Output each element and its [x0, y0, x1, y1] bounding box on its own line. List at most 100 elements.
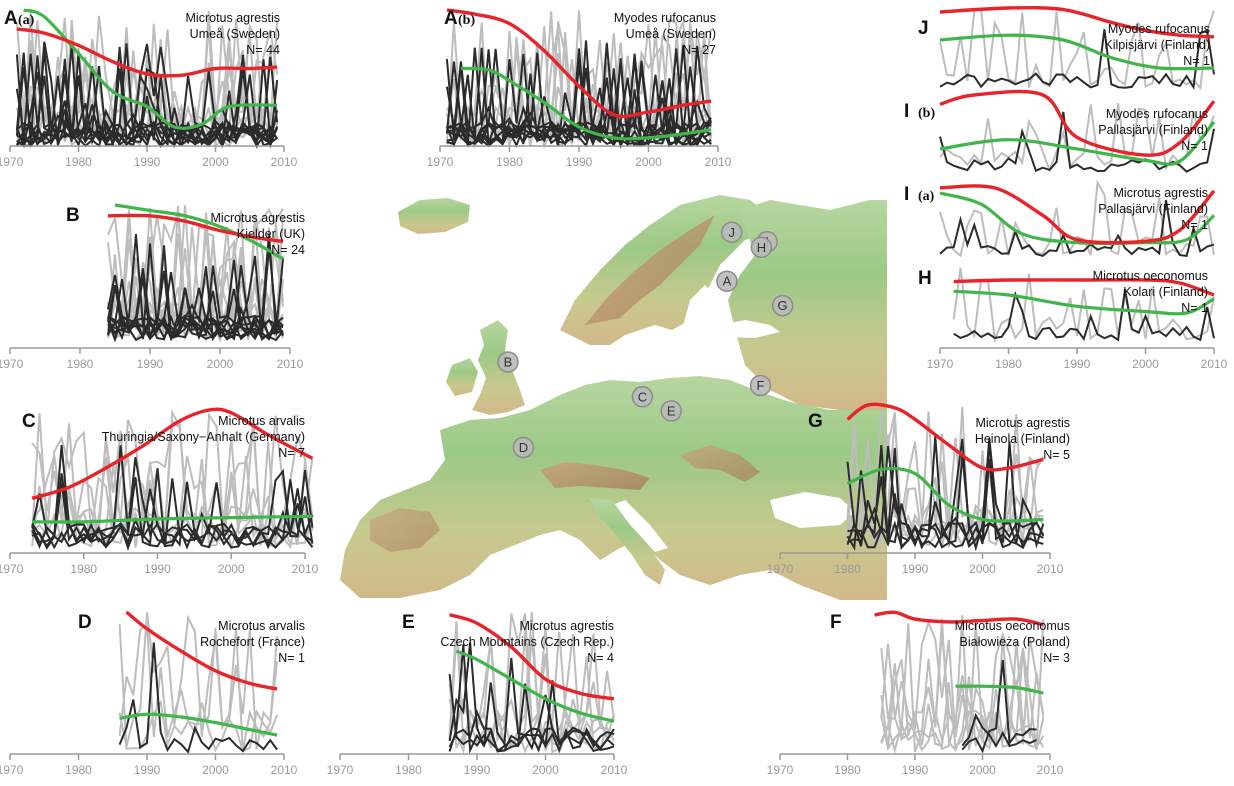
map-site-f: F: [749, 374, 772, 397]
site-label: Umeå (Sweden): [190, 27, 280, 41]
species-label: Myodes rufocanus: [614, 11, 716, 25]
panel-ib: I (b) Myodes rufocanus Pallasjärvi (Finland…: [904, 89, 1216, 174]
series-dark-line: [107, 255, 284, 342]
panel-ab: 1970 1980 1990 2000 2010 A (b) Myodes rufocanus…: [427, 8, 732, 169]
series-dark-line: [15, 43, 279, 148]
series-dark-line: [107, 243, 284, 342]
map-site-label: J: [728, 225, 735, 240]
x-tick-label: 1980: [995, 357, 1022, 371]
series-dark-line: [445, 60, 712, 148]
series-dark-line: [15, 66, 278, 148]
species-label: Microtus agrestis: [976, 416, 1070, 430]
x-tick-label: 1970: [0, 763, 24, 777]
x-tick-label: 2010: [1037, 562, 1064, 576]
series-green-trend: [939, 120, 1216, 166]
x-tick-label: 1980: [496, 155, 523, 169]
panel-e: 1970 1980 1990 2000 2010 E Microtus agrestis Cz…: [327, 612, 628, 777]
series-green-trend: [455, 649, 615, 723]
site-label: Czech Mountains (Czech Rep.): [440, 635, 614, 649]
sample-size-label: N= 7: [278, 446, 305, 460]
x-tick-label: 2000: [202, 763, 229, 777]
series-grey-line: [448, 635, 615, 749]
panel-letter: F: [830, 612, 842, 633]
panel-c: 1970 1980 1990 2000 2010 C Microtus arvalis Thu…: [0, 407, 319, 576]
map-mountains-scandinavia: [585, 215, 715, 325]
series-red-trend: [16, 27, 278, 78]
map-site-c: C: [631, 386, 654, 408]
map-site-label: H: [757, 240, 766, 255]
series-dark-line: [939, 200, 1215, 258]
x-tick-label: 2010: [292, 562, 319, 576]
x-tick-label: 1980: [834, 562, 861, 576]
series-red-trend: [846, 402, 1044, 472]
site-label: Pallasjärvi (Finland): [1098, 202, 1208, 216]
series-red-trend: [125, 610, 278, 691]
map-site-label: D: [519, 440, 528, 455]
series-dark-line: [939, 29, 1215, 91]
map-sea-black: [770, 492, 855, 528]
map-land-ireland: [446, 358, 478, 396]
x-tick-label: 2010: [271, 155, 298, 169]
series-dark-line: [31, 477, 314, 550]
sample-size-label: N= 1: [1183, 54, 1210, 68]
species-label: Microtus oeconomus: [955, 619, 1070, 633]
series-green-trend: [460, 66, 712, 141]
map-land-iceland: [398, 198, 470, 234]
series-red-trend: [874, 610, 1044, 627]
series-dark-line: [31, 445, 313, 549]
x-tick-label: 1970: [927, 357, 954, 371]
map-site-b: B: [497, 351, 519, 373]
x-tick-label: 2000: [532, 763, 559, 777]
x-tick-label: 2000: [969, 562, 996, 576]
map-site-e: E: [660, 400, 682, 422]
series-dark-line: [31, 468, 314, 550]
panel-ia: I (a) Microtus agrestis Pallasjärvi (Finlan…: [904, 179, 1216, 258]
series-grey-line: [880, 615, 1045, 753]
panel-aa: 1970 1980 1990 2000 2010 A(a) Microtus agresti…: [0, 8, 298, 169]
series-green-trend: [114, 203, 284, 261]
sample-size-label: N= 44: [246, 43, 280, 57]
sample-size-label: N= 24: [271, 243, 305, 257]
map-site-a: A: [716, 270, 738, 292]
x-tick-label: 1970: [0, 562, 24, 576]
series-green-trend: [939, 33, 1215, 71]
map-land-finland-russia: [728, 200, 887, 410]
x-tick-label: 1980: [70, 562, 97, 576]
species-label: Microtus agrestis: [186, 11, 280, 25]
panel-h: 1970 1980 1990 2000 2010 H Microtus oeconomus K…: [918, 267, 1228, 371]
panel-letter: G: [808, 411, 823, 432]
panel-j: J Myodes rufocanus Kilpisjärvi (Finland) N=…: [918, 5, 1215, 91]
x-tick-label: 1990: [1064, 357, 1091, 371]
site-label: Umeå (Sweden): [626, 27, 716, 41]
series-grey-line: [107, 209, 284, 340]
series-green-trend: [939, 191, 1216, 246]
series-red-trend: [31, 407, 314, 500]
x-tick-label: 1990: [566, 155, 593, 169]
series-dark-line: [448, 709, 615, 753]
map-site-d: D: [512, 436, 535, 459]
series-grey-line: [939, 179, 1215, 258]
series-dark-line: [961, 712, 1037, 749]
map-mountains-carpathians: [680, 445, 760, 482]
series-dark-line: [846, 441, 1045, 550]
sample-size-label: N= 27: [682, 43, 716, 57]
series-green-trend: [955, 684, 1044, 695]
x-tick-label: 1990: [134, 155, 161, 169]
map-site-label: C: [638, 389, 647, 404]
x-tick-label: 1970: [767, 562, 794, 576]
site-label: Białowieża (Poland): [960, 635, 1070, 649]
map-site-markers: JIHAGBCFED: [497, 221, 794, 459]
series-dark-line: [16, 46, 279, 147]
series-grey-line: [880, 619, 1045, 751]
sample-size-label: N= 1: [1181, 301, 1208, 315]
x-tick-label: 1990: [902, 763, 929, 777]
x-tick-label: 2000: [969, 763, 996, 777]
panel-sublabel: (b): [918, 106, 935, 121]
series-dark-line: [448, 644, 615, 755]
x-tick-label: 1970: [767, 763, 794, 777]
europe-map: JIHAGBCFED: [340, 195, 887, 600]
site-label: Kielder (UK): [237, 227, 305, 241]
panel-d: 1970 1980 1990 2000 2010 D Microtus arvalis Roc…: [0, 610, 305, 777]
